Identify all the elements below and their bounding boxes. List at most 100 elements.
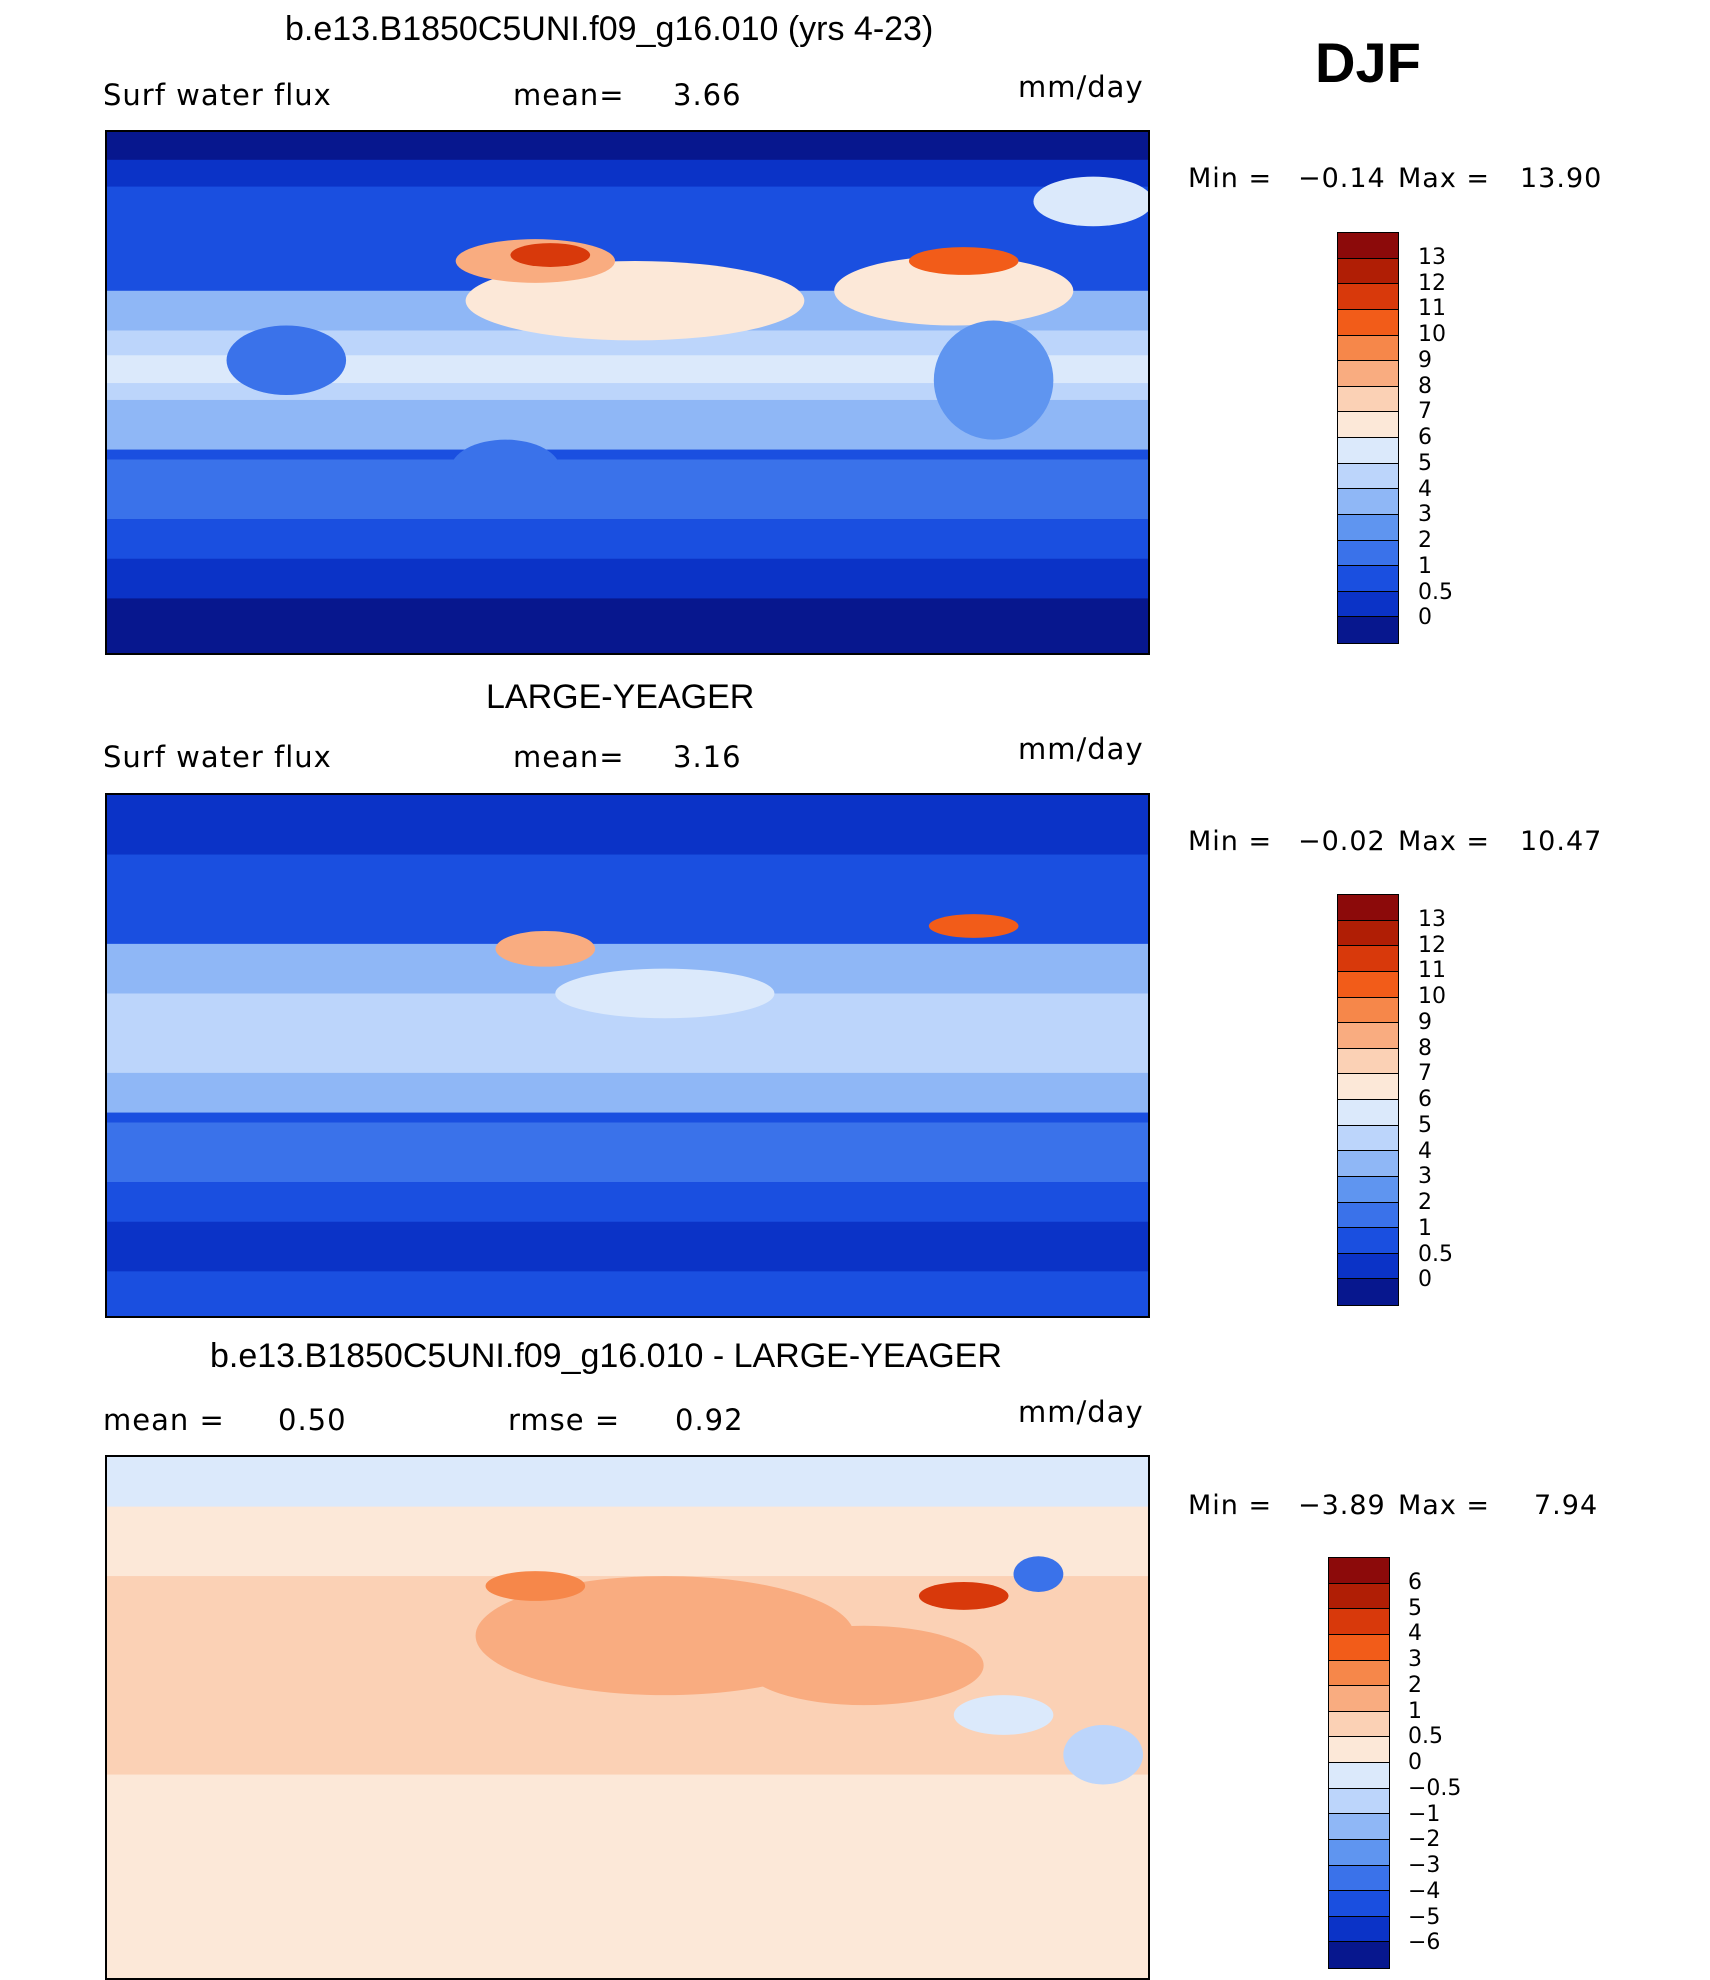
colorbar-segment bbox=[1329, 1839, 1389, 1866]
panel-1-map bbox=[105, 130, 1150, 655]
colorbar-tick-label: 2 bbox=[1408, 1672, 1422, 1698]
colorbar-tick-label: 2 bbox=[1418, 528, 1432, 553]
panel-3-min-label: Min = bbox=[1188, 1490, 1273, 1521]
colorbar-tick-label: 10 bbox=[1418, 322, 1446, 347]
colorbar-segment bbox=[1338, 489, 1398, 515]
colorbar-tick-label: 4 bbox=[1418, 1138, 1432, 1164]
colorbar-tick-label: 7 bbox=[1418, 1061, 1432, 1087]
colorbar-tick-label: 0.5 bbox=[1418, 1241, 1453, 1267]
panel-3-min-value: −3.89 bbox=[1298, 1490, 1386, 1521]
colorbar-segment bbox=[1338, 1023, 1398, 1049]
panel-2-variable-label: Surf water flux bbox=[103, 740, 332, 774]
colorbar-segment bbox=[1329, 1711, 1389, 1738]
panel-1-max-label: Max = bbox=[1398, 163, 1491, 194]
colorbar-tick-label: 7 bbox=[1418, 399, 1432, 425]
colorbar-segment bbox=[1329, 1763, 1389, 1789]
colorbar-segment bbox=[1338, 997, 1398, 1024]
colorbar-tick-label: 3 bbox=[1418, 502, 1432, 528]
colorbar-segment bbox=[1329, 1583, 1389, 1610]
colorbar-segment bbox=[1338, 1228, 1398, 1254]
colorbar-segment bbox=[1338, 514, 1398, 541]
colorbar-segment bbox=[1329, 1660, 1389, 1687]
panel-3-mean-value: 0.50 bbox=[278, 1403, 347, 1437]
colorbar-segment bbox=[1338, 566, 1398, 592]
colorbar-segment bbox=[1338, 617, 1398, 643]
colorbar-tick-label: −3 bbox=[1408, 1853, 1441, 1878]
panel-1-min-value: −0.14 bbox=[1298, 163, 1386, 194]
colorbar-segment bbox=[1329, 1814, 1389, 1840]
colorbar-tick-label: −0.5 bbox=[1408, 1775, 1462, 1801]
colorbar-segment bbox=[1338, 1202, 1398, 1229]
colorbar-tick-label: 3 bbox=[1418, 1164, 1432, 1190]
panel-2-colorbar bbox=[1337, 894, 1399, 1306]
panel-2-max-label: Max = bbox=[1398, 826, 1491, 857]
colorbar-tick-label: 4 bbox=[1408, 1621, 1422, 1647]
colorbar-tick-label: 5 bbox=[1408, 1595, 1422, 1621]
colorbar-segment bbox=[1338, 1100, 1398, 1126]
colorbar-tick-label: 13 bbox=[1418, 906, 1446, 932]
season-label: DJF bbox=[1315, 31, 1421, 94]
colorbar-segment bbox=[1329, 1916, 1389, 1943]
colorbar-segment bbox=[1329, 1942, 1389, 1968]
colorbar-tick-label: 11 bbox=[1418, 296, 1446, 322]
colorbar-tick-label: 3 bbox=[1408, 1647, 1422, 1672]
colorbar-segment bbox=[1338, 335, 1398, 362]
colorbar-tick-label: 12 bbox=[1418, 270, 1446, 296]
colorbar-segment bbox=[1338, 946, 1398, 972]
colorbar-segment bbox=[1338, 920, 1398, 947]
colorbar-tick-label: 12 bbox=[1418, 932, 1446, 958]
colorbar-segment bbox=[1338, 1074, 1398, 1100]
panel-2-units: mm/day bbox=[1018, 732, 1144, 766]
colorbar-segment bbox=[1338, 361, 1398, 387]
colorbar-segment bbox=[1338, 971, 1398, 998]
colorbar-tick-label: 9 bbox=[1418, 1009, 1432, 1035]
colorbar-tick-label: 6 bbox=[1418, 1087, 1432, 1112]
colorbar-tick-label: 1 bbox=[1418, 1215, 1432, 1241]
panel-1-variable-label: Surf water flux bbox=[103, 78, 332, 112]
colorbar-segment bbox=[1338, 1176, 1398, 1203]
panel-1-mean-label: mean= bbox=[513, 78, 625, 112]
colorbar-tick-label: 8 bbox=[1418, 1035, 1432, 1061]
colorbar-tick-label: 0 bbox=[1418, 1267, 1432, 1293]
panel-2-mean-value: 3.16 bbox=[673, 740, 742, 774]
colorbar-segment bbox=[1329, 1788, 1389, 1815]
colorbar-segment bbox=[1338, 258, 1398, 285]
colorbar-segment bbox=[1338, 591, 1398, 618]
panel-2-max-value: 10.47 bbox=[1520, 826, 1603, 857]
colorbar-tick-label: −4 bbox=[1408, 1878, 1441, 1904]
colorbar-segment bbox=[1338, 463, 1398, 490]
colorbar-tick-label: 5 bbox=[1418, 450, 1432, 476]
panel-3-mean-label: mean = bbox=[103, 1403, 225, 1437]
colorbar-tick-label: 0 bbox=[1408, 1750, 1422, 1775]
colorbar-segment bbox=[1338, 233, 1398, 259]
colorbar-segment bbox=[1329, 1686, 1389, 1712]
panel-2-map bbox=[105, 793, 1150, 1318]
panel-3-map-svg bbox=[107, 1457, 1148, 1978]
colorbar-segment bbox=[1329, 1737, 1389, 1763]
colorbar-segment bbox=[1329, 1891, 1389, 1917]
colorbar-tick-label: 6 bbox=[1408, 1569, 1422, 1595]
colorbar-segment bbox=[1329, 1609, 1389, 1635]
panel-1-min-label: Min = bbox=[1188, 163, 1273, 194]
panel-1-map-svg bbox=[107, 132, 1148, 653]
panel-3-colorbar bbox=[1328, 1557, 1390, 1969]
colorbar-tick-label: 0.5 bbox=[1408, 1724, 1443, 1750]
panel-1-mean-value: 3.66 bbox=[673, 78, 742, 112]
colorbar-tick-label: 1 bbox=[1408, 1698, 1422, 1724]
colorbar-tick-label: 0.5 bbox=[1418, 579, 1453, 605]
panel-2-title: LARGE-YEAGER bbox=[486, 678, 755, 716]
colorbar-tick-label: −1 bbox=[1408, 1801, 1441, 1827]
panel-2-map-svg bbox=[107, 795, 1148, 1316]
colorbar-segment bbox=[1338, 1279, 1398, 1305]
colorbar-tick-label: 9 bbox=[1418, 347, 1432, 373]
colorbar-segment bbox=[1329, 1634, 1389, 1661]
panel-2-min-value: −0.02 bbox=[1298, 826, 1386, 857]
colorbar-segment bbox=[1338, 309, 1398, 336]
colorbar-tick-label: 8 bbox=[1418, 373, 1432, 399]
panel-1-colorbar bbox=[1337, 232, 1399, 644]
panel-1-title: b.e13.B1850C5UNI.f09_g16.010 (yrs 4-23) bbox=[285, 10, 934, 48]
panel-3-rmse-label: rmse = bbox=[508, 1403, 621, 1437]
colorbar-tick-label: 5 bbox=[1418, 1112, 1432, 1138]
colorbar-segment bbox=[1338, 1253, 1398, 1280]
colorbar-tick-label: 2 bbox=[1418, 1190, 1432, 1215]
